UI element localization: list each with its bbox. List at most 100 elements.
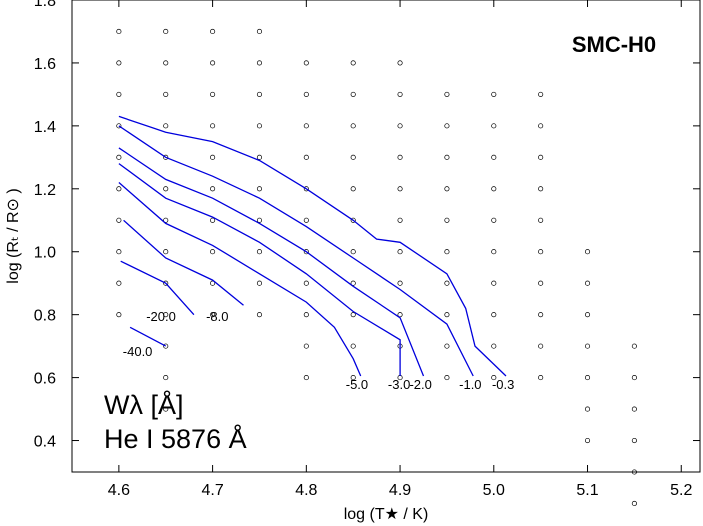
contour-label: -1.0 [459,377,481,392]
grid-point [584,437,591,444]
grid-point [397,217,403,223]
grid-point [163,375,169,381]
contour-line [118,125,474,377]
grid-point [631,500,637,507]
grid-point [444,91,450,97]
grid-point [116,217,122,223]
grid-point [584,343,591,349]
model-grid-points [116,28,637,507]
grid-point [491,123,497,129]
grid-point [163,154,169,160]
grid-point [116,280,122,286]
grid-point [538,91,544,97]
grid-point [210,60,216,66]
grid-point [163,406,169,412]
contour-label: -20.0 [146,309,176,324]
grid-point [256,217,263,223]
grid-point [444,217,450,223]
y-tick-label: 1.4 [34,119,56,136]
grid-point [210,280,216,286]
grid-point [256,280,263,286]
grid-point [584,249,591,255]
x-tick-label: 5.0 [483,482,505,499]
grid-point [350,186,356,192]
contour-line [123,219,244,306]
grid-point [116,91,122,97]
axis-ticks: 4.6 4.7 4.8 4.9 5.0 5.1 5.2 0.4 0.6 0.8 1.0 1.2 1.4 1… [34,0,700,499]
grid-point [350,280,356,286]
grid-point [397,280,403,286]
grid-point [444,186,450,192]
grid-point [397,154,403,160]
grid-point [163,186,169,192]
grid-point [116,60,122,66]
grid-point [538,312,544,318]
grid-point [538,217,544,223]
x-tick-label: 4.7 [201,482,223,499]
grid-point [116,312,122,318]
contour-label: -5.0 [346,377,368,392]
grid-point [491,312,497,318]
chart-title: SMC-H0 [572,32,656,57]
grid-point [631,406,637,412]
grid-point [491,343,497,349]
grid-point [584,375,591,381]
grid-point [303,375,309,381]
grid-point [350,60,356,66]
grid-point [491,217,497,223]
grid-point [303,343,309,349]
grid-point [163,343,169,349]
grid-point [491,186,497,192]
grid-point [210,186,216,192]
grid-point [210,312,216,318]
legend-line-1: Wλ [Å] [104,389,184,420]
grid-point [350,375,356,381]
grid-point [350,312,356,318]
x-axis-title: log (T★ / K) [344,506,429,523]
grid-point [397,123,403,129]
contour-labels: -0.3 -1.0 -2.0-3.0 -5.0 -8.0 -20.0 -40.0 [123,309,515,392]
grid-point [116,186,122,192]
grid-point [538,280,544,286]
grid-point [303,60,309,66]
y-tick-label: 0.4 [34,434,56,451]
grid-point [444,312,450,318]
plot-frame [71,0,701,473]
contour-line [129,326,167,347]
grid-point [116,249,122,255]
grid-point [397,312,403,318]
grid-point [210,249,216,255]
grid-point [491,91,497,97]
grid-point [163,91,169,97]
contour-label: -3.0 [388,377,410,392]
contour-lines [118,115,507,377]
y-tick-label: 1.6 [34,56,56,73]
grid-point [397,186,403,192]
y-tick-label: 0.6 [34,371,56,388]
grid-point [350,217,356,223]
legend-line-2: He I 5876 Å [104,423,247,454]
grid-point [303,217,309,223]
grid-point [163,60,169,66]
grid-point [163,280,169,286]
grid-point [256,28,263,35]
grid-point [303,249,309,255]
grid-point [256,123,263,129]
grid-point [491,249,497,255]
grid-point [444,343,450,349]
grid-point [210,91,216,97]
grid-point [256,154,263,160]
grid-point [350,249,356,255]
grid-point [350,91,356,97]
grid-point [256,249,263,255]
grid-point [444,154,450,160]
grid-point [163,28,169,35]
grid-point [116,28,122,35]
contour-line [118,163,401,376]
grid-point [538,375,544,381]
grid-point [631,375,637,381]
grid-point [210,28,216,35]
grid-point [631,343,637,349]
grid-point [303,154,309,160]
grid-point [210,154,216,160]
